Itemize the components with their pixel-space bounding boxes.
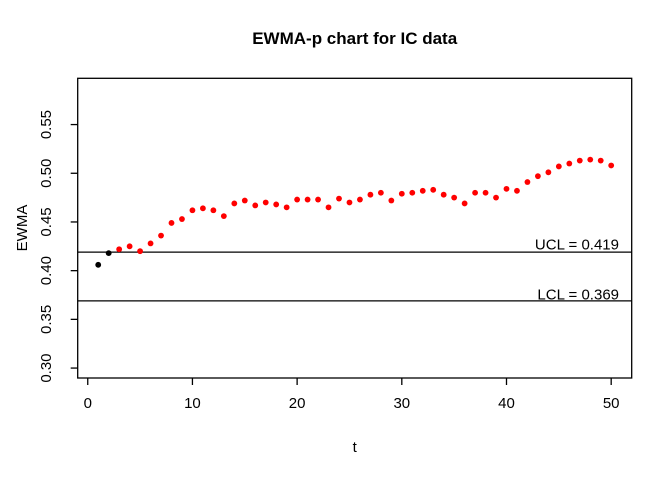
data-point: [262, 199, 269, 206]
y-axis-tick-label: 0.40: [38, 256, 55, 285]
data-point: [597, 157, 604, 164]
x-axis-tick-label: 20: [289, 395, 306, 412]
y-axis-tick-label: 0.30: [38, 353, 55, 382]
data-point: [388, 197, 395, 204]
chart-title: EWMA-p chart for IC data: [252, 29, 457, 48]
data-point: [566, 160, 573, 167]
data-point: [398, 190, 405, 197]
data-point: [451, 194, 458, 201]
ucl-label: UCL = 0.419: [535, 237, 619, 254]
data-point: [210, 207, 217, 214]
data-point: [514, 187, 520, 194]
data-point: [503, 185, 510, 192]
x-axis-tick-label: 0: [84, 395, 92, 412]
data-point: [126, 243, 133, 250]
y-axis-tick-label: 0.45: [38, 207, 55, 236]
data-point: [294, 196, 301, 203]
data-point: [576, 157, 583, 164]
data-point: [252, 202, 259, 209]
data-point: [116, 246, 123, 253]
data-point: [325, 204, 332, 211]
data-point: [555, 163, 562, 170]
data-point: [346, 199, 353, 206]
data-point: [273, 201, 280, 208]
x-axis-label: t: [353, 439, 358, 456]
data-point: [419, 187, 426, 194]
data-point: [220, 213, 227, 220]
data-point: [377, 189, 384, 196]
data-point: [587, 156, 594, 163]
data-point: [409, 189, 416, 196]
data-point: [95, 261, 102, 268]
data-point: [493, 194, 499, 201]
data-point: [357, 196, 363, 203]
x-axis-tick-label: 10: [184, 395, 201, 412]
data-point: [158, 232, 164, 239]
data-point: [482, 189, 489, 196]
data-point: [545, 169, 552, 176]
data-point: [608, 162, 615, 169]
data-point: [179, 216, 185, 222]
data-point: [367, 191, 374, 198]
data-point: [472, 189, 478, 196]
data-point: [137, 248, 143, 255]
data-point: [461, 200, 468, 207]
data-point: [231, 200, 238, 207]
y-axis-tick-label: 0.55: [38, 110, 55, 139]
data-point: [241, 197, 248, 204]
data-point: [315, 196, 321, 203]
y-axis-label: EWMA: [14, 205, 31, 252]
y-axis-tick-label: 0.50: [38, 159, 55, 188]
plot-border: [77, 77, 633, 379]
data-point: [168, 220, 175, 226]
data-point: [440, 191, 447, 198]
x-axis-tick-label: 50: [603, 395, 620, 412]
data-point: [283, 204, 290, 211]
data-point: [304, 196, 311, 203]
data-point: [189, 207, 196, 214]
x-axis-tick-label: 40: [498, 395, 515, 412]
data-point: [430, 186, 437, 193]
data-point: [524, 179, 531, 185]
lcl-label: LCL = 0.369: [537, 286, 619, 303]
x-axis-tick-label: 30: [393, 395, 410, 412]
data-point: [147, 240, 154, 247]
data-point: [105, 250, 112, 257]
data-point: [200, 205, 206, 212]
data-point: [535, 173, 541, 180]
y-axis-tick-label: 0.35: [38, 305, 55, 334]
data-point: [336, 195, 342, 202]
